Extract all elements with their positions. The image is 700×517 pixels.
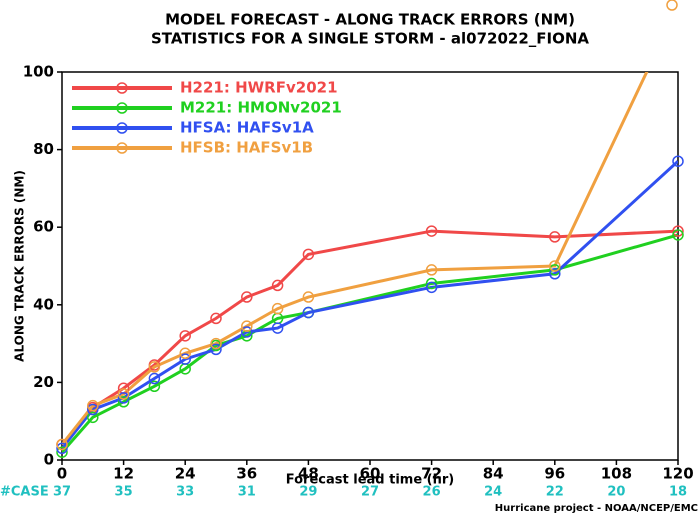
footer: Hurricane project - NOAA/NCEP/EMC bbox=[495, 503, 698, 514]
data-point bbox=[117, 396, 130, 408]
case-count: 37 bbox=[53, 485, 71, 500]
data-point bbox=[425, 225, 438, 237]
x-tick-label: 36 bbox=[236, 465, 257, 483]
legend-marker bbox=[116, 102, 128, 114]
data-point bbox=[302, 248, 315, 261]
data-point bbox=[179, 347, 191, 360]
x-tick-label: 60 bbox=[360, 465, 381, 483]
case-count: 24 bbox=[484, 485, 502, 500]
data-point bbox=[179, 353, 191, 365]
legend-marker bbox=[116, 122, 128, 134]
x-tick-label: 108 bbox=[601, 465, 632, 483]
legend-marker bbox=[116, 82, 128, 94]
case-count: 33 bbox=[176, 485, 194, 500]
x-tick-label: 84 bbox=[483, 465, 504, 483]
data-point bbox=[56, 442, 68, 455]
data-point bbox=[672, 225, 684, 237]
legend-label: HFSB: HAFSv1B bbox=[180, 139, 313, 157]
case-count: 31 bbox=[238, 485, 256, 500]
data-point bbox=[302, 306, 315, 319]
case-count: 26 bbox=[423, 485, 441, 500]
x-tick-label: 72 bbox=[421, 465, 442, 483]
data-point bbox=[271, 322, 284, 334]
series-line bbox=[62, 229, 678, 446]
case-count: 18 bbox=[669, 485, 687, 500]
plot-frame bbox=[61, 71, 679, 461]
data-point bbox=[241, 320, 253, 332]
series-line bbox=[62, 233, 678, 454]
data-point bbox=[241, 326, 253, 338]
data-point bbox=[210, 343, 222, 356]
data-point bbox=[425, 264, 438, 276]
y-axis-label: ALONG TRACK ERRORS (NM) bbox=[13, 170, 27, 362]
y-tick-label: 20 bbox=[33, 373, 54, 391]
case-count: 20 bbox=[607, 485, 625, 500]
x-tick-label: 24 bbox=[175, 465, 196, 483]
legend-label: H221: HWRFv2021 bbox=[180, 79, 338, 97]
data-point bbox=[549, 260, 561, 272]
case-count: 27 bbox=[361, 485, 379, 500]
y-tick-label: 100 bbox=[23, 63, 54, 81]
data-point bbox=[87, 403, 99, 416]
data-point bbox=[179, 330, 191, 342]
data-point bbox=[210, 337, 222, 350]
y-tick-label: 0 bbox=[44, 451, 54, 469]
y-tick-label: 40 bbox=[33, 295, 54, 313]
y-tick-label: 80 bbox=[33, 140, 54, 158]
plot-area bbox=[62, 72, 678, 454]
data-point bbox=[302, 291, 315, 303]
data-point bbox=[549, 264, 561, 276]
legend-marker bbox=[116, 142, 128, 154]
data-point bbox=[117, 388, 130, 400]
data-point bbox=[56, 446, 68, 458]
x-tick-label: 12 bbox=[113, 465, 134, 483]
x-axis-label: Forecast lead time (hr) bbox=[286, 473, 454, 488]
case-count: 29 bbox=[299, 485, 317, 500]
x-tick-label: 96 bbox=[544, 465, 565, 483]
case-count: 22 bbox=[546, 485, 564, 500]
data-point bbox=[672, 155, 684, 167]
x-tick-label: 120 bbox=[662, 465, 693, 483]
case-count: 35 bbox=[115, 485, 133, 500]
data-point bbox=[425, 281, 438, 294]
data-point bbox=[666, 0, 678, 11]
x-tick-label: 0 bbox=[57, 465, 67, 483]
data-point bbox=[271, 302, 284, 315]
legend-label: HFSA: HAFSv1A bbox=[180, 119, 314, 137]
y-tick-label: 60 bbox=[33, 218, 54, 236]
data-point bbox=[148, 361, 161, 373]
data-point bbox=[549, 268, 561, 280]
cases-label: #CASE bbox=[0, 485, 49, 500]
data-point bbox=[87, 399, 99, 412]
data-point bbox=[56, 438, 68, 451]
data-point bbox=[271, 279, 284, 292]
data-point bbox=[117, 392, 130, 404]
x-tick-label: 48 bbox=[298, 465, 319, 483]
data-point bbox=[549, 231, 561, 243]
legend-label: M221: HMONv2021 bbox=[180, 99, 342, 117]
chart-subtitle: STATISTICS FOR A SINGLE STORM - al072022… bbox=[151, 30, 589, 48]
data-point bbox=[87, 411, 99, 424]
data-point bbox=[672, 229, 684, 241]
data-point bbox=[241, 291, 253, 303]
data-point bbox=[425, 277, 438, 290]
data-point bbox=[210, 312, 222, 325]
data-point bbox=[148, 380, 161, 393]
data-point bbox=[148, 372, 161, 385]
chart-title: MODEL FORECAST - ALONG TRACK ERRORS (NM) bbox=[165, 11, 575, 29]
